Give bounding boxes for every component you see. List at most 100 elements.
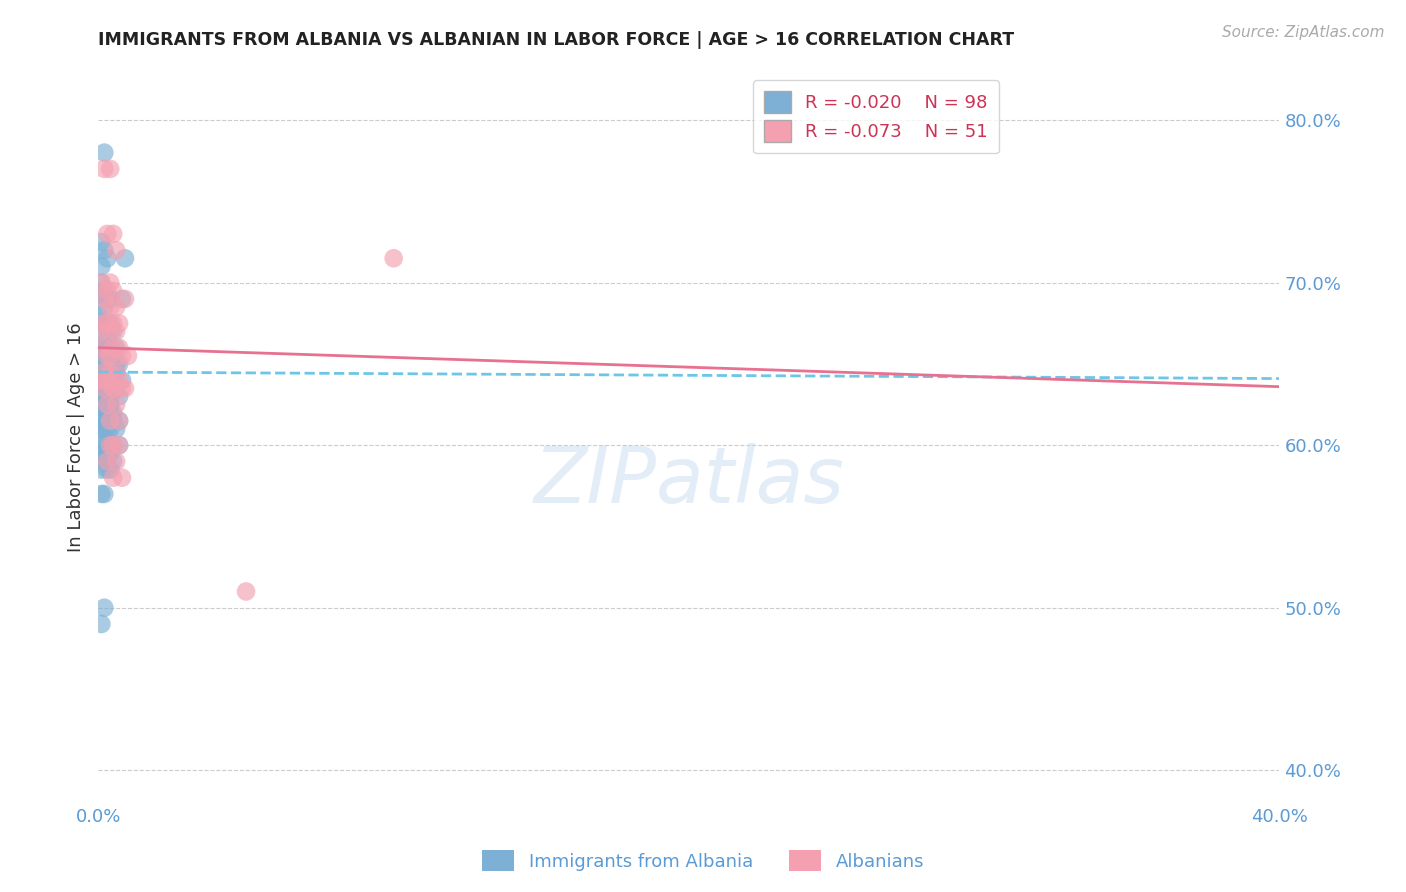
Point <box>87 373 110 387</box>
Point <box>103 325 125 339</box>
Point <box>93 243 115 257</box>
Point <box>93 341 115 355</box>
Point <box>90 373 112 387</box>
Point <box>105 381 128 395</box>
Point <box>111 381 134 395</box>
Point <box>103 341 125 355</box>
Point <box>98 349 121 363</box>
Point <box>96 252 118 266</box>
Point <box>105 243 128 257</box>
Point <box>90 422 112 436</box>
Point <box>96 316 118 330</box>
Point <box>93 454 115 468</box>
Point <box>93 349 115 363</box>
Point <box>93 487 115 501</box>
Point <box>98 422 121 436</box>
Point <box>111 292 134 306</box>
Point <box>96 292 118 306</box>
Point <box>103 406 125 420</box>
Point <box>96 462 118 476</box>
Point <box>96 333 118 347</box>
Point <box>93 316 115 330</box>
Point <box>103 284 125 298</box>
Point <box>105 341 128 355</box>
Point <box>108 373 131 387</box>
Point <box>103 381 125 395</box>
Point <box>98 365 121 379</box>
Point <box>93 292 115 306</box>
Point <box>98 398 121 412</box>
Point <box>93 438 115 452</box>
Point <box>114 292 136 306</box>
Point <box>93 414 115 428</box>
Point <box>90 438 112 452</box>
Point <box>103 381 125 395</box>
Point <box>98 292 121 306</box>
Point <box>98 341 121 355</box>
Point <box>98 161 121 176</box>
Point <box>105 365 128 379</box>
Point <box>96 406 118 420</box>
Point <box>93 422 115 436</box>
Point <box>98 446 121 460</box>
Point <box>93 446 115 460</box>
Point <box>93 284 115 298</box>
Point <box>111 471 134 485</box>
Point <box>96 414 118 428</box>
Point <box>96 365 118 379</box>
Point <box>98 389 121 403</box>
Point <box>96 446 118 460</box>
Point <box>90 276 112 290</box>
Point <box>98 357 121 371</box>
Point <box>98 276 121 290</box>
Point <box>90 357 112 371</box>
Point <box>382 252 405 266</box>
Point <box>98 325 121 339</box>
Point <box>108 357 131 371</box>
Point <box>87 398 110 412</box>
Point <box>108 438 131 452</box>
Point <box>111 349 134 363</box>
Point <box>90 316 112 330</box>
Point <box>87 287 110 301</box>
Point <box>96 373 118 387</box>
Point <box>98 365 121 379</box>
Point <box>90 235 112 249</box>
Point <box>90 617 112 632</box>
Point <box>105 454 128 468</box>
Point <box>90 276 112 290</box>
Point <box>98 406 121 420</box>
Point <box>103 438 125 452</box>
Point <box>114 381 136 395</box>
Point <box>96 373 118 387</box>
Point <box>90 462 112 476</box>
Point <box>103 381 125 395</box>
Point <box>105 325 128 339</box>
Point <box>98 381 121 395</box>
Point <box>103 227 125 241</box>
Point <box>90 260 112 274</box>
Point <box>105 300 128 314</box>
Point <box>105 357 128 371</box>
Point <box>103 471 125 485</box>
Point <box>114 252 136 266</box>
Point <box>90 373 112 387</box>
Point <box>90 341 112 355</box>
Point <box>93 161 115 176</box>
Point <box>96 284 118 298</box>
Point <box>96 438 118 452</box>
Point <box>105 398 128 412</box>
Point <box>87 422 110 436</box>
Point <box>90 365 112 379</box>
Point <box>93 406 115 420</box>
Point <box>98 438 121 452</box>
Text: Source: ZipAtlas.com: Source: ZipAtlas.com <box>1222 25 1385 40</box>
Point <box>103 316 125 330</box>
Point <box>96 454 118 468</box>
Point <box>117 349 139 363</box>
Point <box>96 316 118 330</box>
Point <box>108 438 131 452</box>
Point <box>105 365 128 379</box>
Point <box>90 414 112 428</box>
Point <box>235 584 257 599</box>
